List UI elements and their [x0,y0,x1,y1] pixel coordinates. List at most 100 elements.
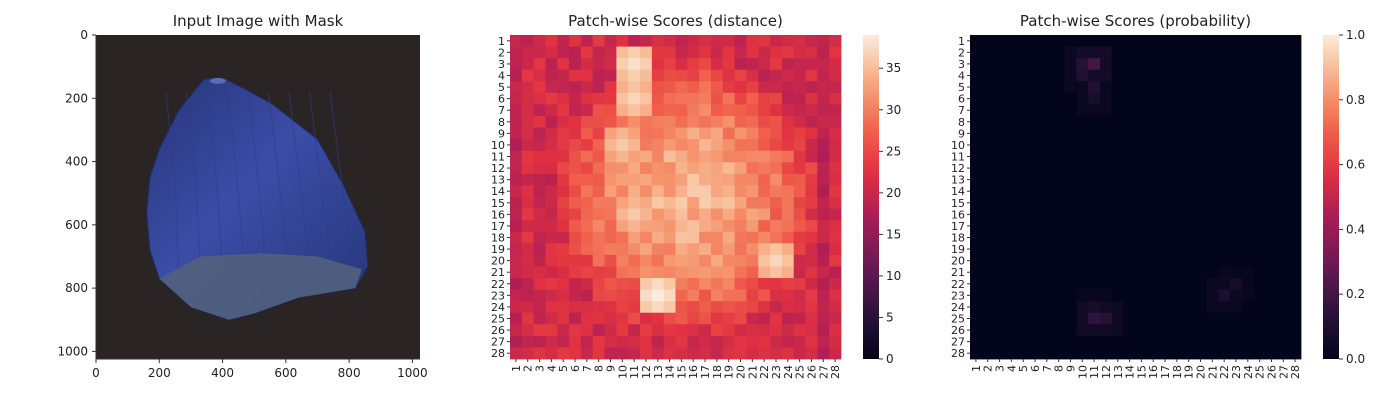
heatmap-cell [1206,266,1219,279]
heatmap-cell [521,69,535,82]
heatmap-cell [1218,266,1231,279]
heatmap-cell [675,278,688,290]
heatmap-cell [580,231,594,244]
heatmap-cell [1206,231,1219,244]
heatmap-cell [663,197,676,209]
heatmap-cell [1029,150,1042,163]
y-tick-label: 18 [491,232,505,245]
heatmap-cell [1253,243,1266,256]
heatmap-cell [970,150,983,163]
heatmap-cell [1029,243,1042,256]
heatmap-cell [640,335,653,348]
heatmap-cell [829,35,842,47]
heatmap-cell [1265,301,1278,314]
heatmap-cell [993,46,1006,59]
heatmap-cell [722,208,736,221]
heatmap-cell [746,92,759,105]
heatmap-cell [793,266,806,279]
heatmap-cell [592,58,605,71]
colorbar-tick-label: 35 [886,61,901,75]
heatmap-cell [981,335,995,348]
heatmap-cell [746,335,759,348]
heatmap-cell [1052,324,1065,337]
heatmap-cell [604,324,617,337]
heatmap-cell [1230,173,1243,186]
heatmap-cell [746,208,759,221]
heatmap-cell [1111,335,1125,348]
heatmap-cell [1265,243,1278,256]
heatmap-cell [722,278,736,290]
heatmap-cell [1218,69,1231,82]
x-tick-label: 11 [628,365,641,379]
heatmap-cell [1218,139,1231,152]
heatmap-cell [557,208,570,221]
heatmap-cell [722,58,736,71]
heatmap-cell [770,324,783,337]
heatmap-cell [640,162,653,175]
heatmap-cell [1170,104,1184,117]
heatmap-cell [1241,289,1255,302]
heatmap-cell [817,231,830,244]
heatmap-cell [557,289,570,302]
heatmap-cell [604,104,617,117]
heatmap-cell [1289,220,1302,233]
heatmap-cell [781,266,795,279]
heatmap-cell [1289,69,1302,82]
heatmap-cell [699,92,712,105]
heatmap-cell [970,208,983,221]
y-tick-label: 9 [958,127,965,140]
heatmap-cell [805,254,818,267]
heatmap-cell [1253,266,1266,279]
heatmap-cell [1218,104,1231,117]
heatmap-cell [675,104,688,117]
heatmap-cell [1194,185,1207,198]
y-tick-label: 13 [951,174,965,187]
heatmap-cell [1029,35,1042,47]
heatmap-cell [1029,69,1042,82]
heatmap-cell [580,289,594,302]
heatmap-cell [1076,173,1089,186]
heatmap-cell [533,92,546,105]
y-tick-label: 3 [498,58,505,71]
heatmap-cell [817,335,830,348]
heatmap-cell [770,173,783,186]
heatmap-cell [1159,289,1172,302]
heatmap-cell [699,208,712,221]
heatmap-cell [663,278,676,290]
heatmap-cell [781,69,795,82]
heatmap-cell [1040,243,1054,256]
heatmap-cell [1277,173,1290,186]
heatmap-cell [510,104,523,117]
heatmap-cell [545,35,558,47]
heatmap-cell [1182,220,1196,233]
y-tick-label: 7 [958,104,965,117]
heatmap-cell [580,139,594,152]
heatmap-cell [651,324,665,337]
heatmap-cell [758,162,771,175]
heatmap-cell [687,301,700,314]
heatmap-cell [722,127,736,140]
heatmap-cell [521,324,535,337]
heatmap-cell [1005,324,1018,337]
heatmap-cell [1005,231,1018,244]
heatmap-cell [640,243,653,256]
y-tick-label: 1000 [57,344,88,358]
heatmap-cell [1277,324,1290,337]
heatmap-cell [770,254,783,267]
heatmap-cell [1064,324,1077,337]
heatmap-cell [510,231,523,244]
heatmap-cell [1064,278,1077,290]
heatmap-cell [557,58,570,71]
y-tick-label: 15 [951,197,965,210]
heatmap-cell [981,150,995,163]
heatmap-cell [1182,92,1196,105]
heatmap-cell [1277,185,1290,198]
heatmap-cell [793,208,806,221]
heatmap-cell [1241,81,1255,94]
x-tick-label: 1 [970,365,983,372]
heatmap-cell [592,278,605,290]
heatmap-cell [1241,347,1255,360]
colorbar [863,35,879,359]
heatmap-cell [640,197,653,209]
heatmap-cell [1040,116,1054,128]
